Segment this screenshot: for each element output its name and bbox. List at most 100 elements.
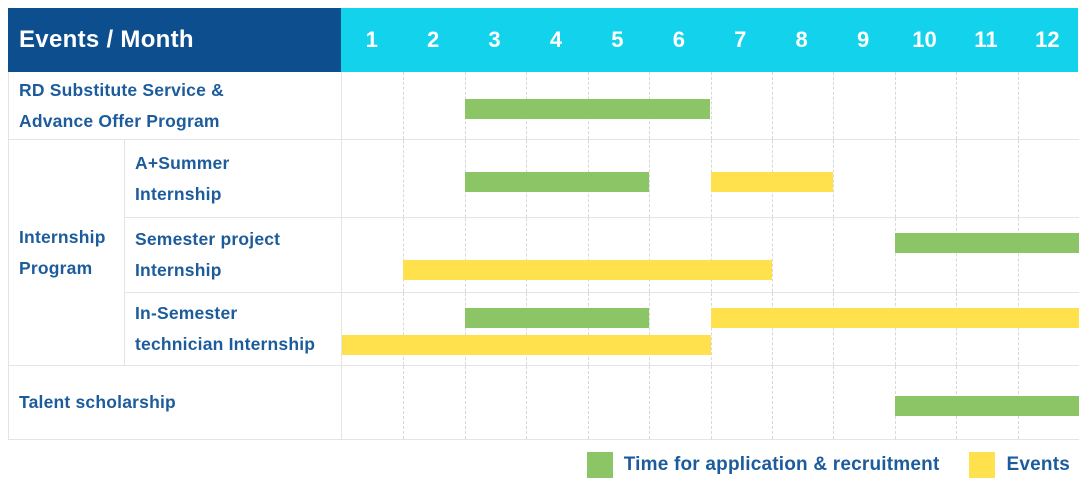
month-gridline bbox=[464, 366, 466, 439]
gantt-bar-application bbox=[464, 98, 711, 119]
row-label-in-semester-technician: In-Semester technician Internship bbox=[125, 293, 342, 366]
row-label-line: Internship bbox=[135, 260, 222, 280]
row-label-line: Talent scholarship bbox=[19, 392, 176, 412]
month-label: 10 bbox=[912, 27, 937, 52]
chart-row-semester-project bbox=[342, 218, 1079, 293]
chart-row-a-plus-summer bbox=[342, 140, 1079, 218]
row-label-a-plus-summer: A+Summer Internship bbox=[125, 140, 342, 218]
month-gridline bbox=[833, 140, 835, 217]
month-gridline bbox=[403, 293, 405, 365]
gantt-bar-events bbox=[342, 335, 711, 355]
month-gridline bbox=[403, 218, 405, 292]
month-gridline bbox=[587, 218, 589, 292]
month-gridline bbox=[1017, 72, 1019, 139]
month-gridline bbox=[894, 140, 896, 217]
gantt-bar-application bbox=[894, 233, 1079, 253]
row-label-line: Internship bbox=[135, 183, 222, 204]
month-gridline bbox=[771, 218, 773, 292]
month-gridline bbox=[710, 72, 712, 139]
row-label-semester-project: Semester project Internship bbox=[125, 218, 342, 293]
month-gridline bbox=[403, 72, 405, 139]
row-label-line: A+Summer bbox=[135, 152, 230, 173]
month-gridline bbox=[649, 218, 651, 292]
gantt-bar-events bbox=[710, 308, 1079, 328]
legend-label-events: Events bbox=[1006, 454, 1070, 475]
month-gridline bbox=[649, 140, 651, 217]
row-label-line: RD Substitute Service & bbox=[19, 79, 224, 100]
gantt-bar-application bbox=[464, 308, 650, 328]
legend-swatch-events bbox=[969, 452, 996, 478]
month-label: 1 bbox=[365, 27, 378, 52]
chart-row-in-semester-technician bbox=[342, 293, 1079, 366]
month-gridline bbox=[833, 72, 835, 139]
legend-item-events: Events bbox=[969, 452, 1070, 478]
group-label-line: Program bbox=[19, 257, 93, 278]
month-gridline bbox=[956, 140, 958, 217]
month-label: 7 bbox=[734, 27, 747, 52]
month-gridline bbox=[403, 366, 405, 439]
month-header-row: 1 2 3 4 5 6 7 8 9 10 11 12 bbox=[341, 8, 1078, 72]
row-label-rd-substitute: RD Substitute Service & Advance Offer Pr… bbox=[9, 72, 342, 140]
row-label-line: Advance Offer Program bbox=[19, 110, 220, 131]
gantt-bar-events bbox=[710, 171, 834, 192]
month-gridline bbox=[894, 293, 896, 365]
month-gridline bbox=[587, 293, 589, 365]
month-gridline bbox=[587, 366, 589, 439]
month-label: 8 bbox=[795, 27, 808, 52]
month-gridline bbox=[649, 366, 651, 439]
gantt-bar-events bbox=[403, 260, 772, 280]
month-gridline bbox=[833, 218, 835, 292]
month-gridline bbox=[894, 218, 896, 292]
legend-item-application: Time for application & recruitment bbox=[586, 452, 940, 478]
group-label-line: Internship bbox=[19, 226, 106, 247]
month-label: 11 bbox=[974, 27, 998, 52]
month-gridline bbox=[956, 218, 958, 292]
row-label-talent-scholarship: Talent scholarship bbox=[9, 366, 342, 440]
group-label-internship-program: Internship Program bbox=[9, 140, 125, 366]
events-month-table: Events / Month 1 2 3 4 5 6 7 8 9 10 11 12 RD Substi… bbox=[8, 8, 1079, 440]
legend: Time for application & recruitment Event… bbox=[586, 452, 1070, 478]
month-gridline bbox=[771, 366, 773, 439]
row-label-line: technician Internship bbox=[135, 334, 316, 354]
month-gridline bbox=[833, 293, 835, 365]
month-gridline bbox=[1017, 218, 1019, 292]
month-gridline bbox=[526, 366, 528, 439]
month-label: 2 bbox=[427, 27, 440, 52]
month-gridline bbox=[464, 218, 466, 292]
month-gridline bbox=[1017, 140, 1019, 217]
month-gridline bbox=[710, 366, 712, 439]
gantt-bar-application bbox=[464, 171, 650, 192]
month-label: 9 bbox=[856, 27, 870, 52]
row-label-line: Semester project bbox=[135, 229, 281, 249]
month-gridline bbox=[894, 72, 896, 139]
month-gridline bbox=[649, 293, 651, 365]
header-title: Events / Month bbox=[19, 26, 194, 53]
table-header: Events / Month 1 2 3 4 5 6 7 8 9 10 11 12 bbox=[8, 8, 1078, 72]
month-label: 3 bbox=[488, 27, 501, 52]
table-body: RD Substitute Service & Advance Offer Pr… bbox=[8, 72, 1079, 440]
gantt-bar-application bbox=[894, 395, 1079, 416]
month-gridline bbox=[771, 293, 773, 365]
month-gridline bbox=[403, 140, 405, 217]
row-label-line: In-Semester bbox=[135, 303, 238, 323]
month-gridline bbox=[710, 218, 712, 292]
month-gridline bbox=[464, 293, 466, 365]
month-gridline bbox=[956, 72, 958, 139]
legend-label-application: Time for application & recruitment bbox=[623, 454, 940, 475]
legend-swatch-application bbox=[586, 452, 613, 478]
header-title-cell: Events / Month bbox=[8, 8, 341, 72]
month-gridline bbox=[771, 72, 773, 139]
month-label: 6 bbox=[672, 27, 685, 52]
month-label: 12 bbox=[1035, 27, 1060, 52]
chart-row-talent-scholarship bbox=[342, 366, 1079, 440]
month-gridline bbox=[956, 293, 958, 365]
month-gridline bbox=[526, 218, 528, 292]
month-gridline bbox=[833, 366, 835, 439]
month-gridline bbox=[710, 293, 712, 365]
month-gridline bbox=[1017, 293, 1019, 365]
month-label: 5 bbox=[611, 27, 624, 52]
month-label: 4 bbox=[549, 27, 563, 52]
month-gridline bbox=[526, 293, 528, 365]
chart-row-rd-substitute bbox=[342, 72, 1079, 140]
